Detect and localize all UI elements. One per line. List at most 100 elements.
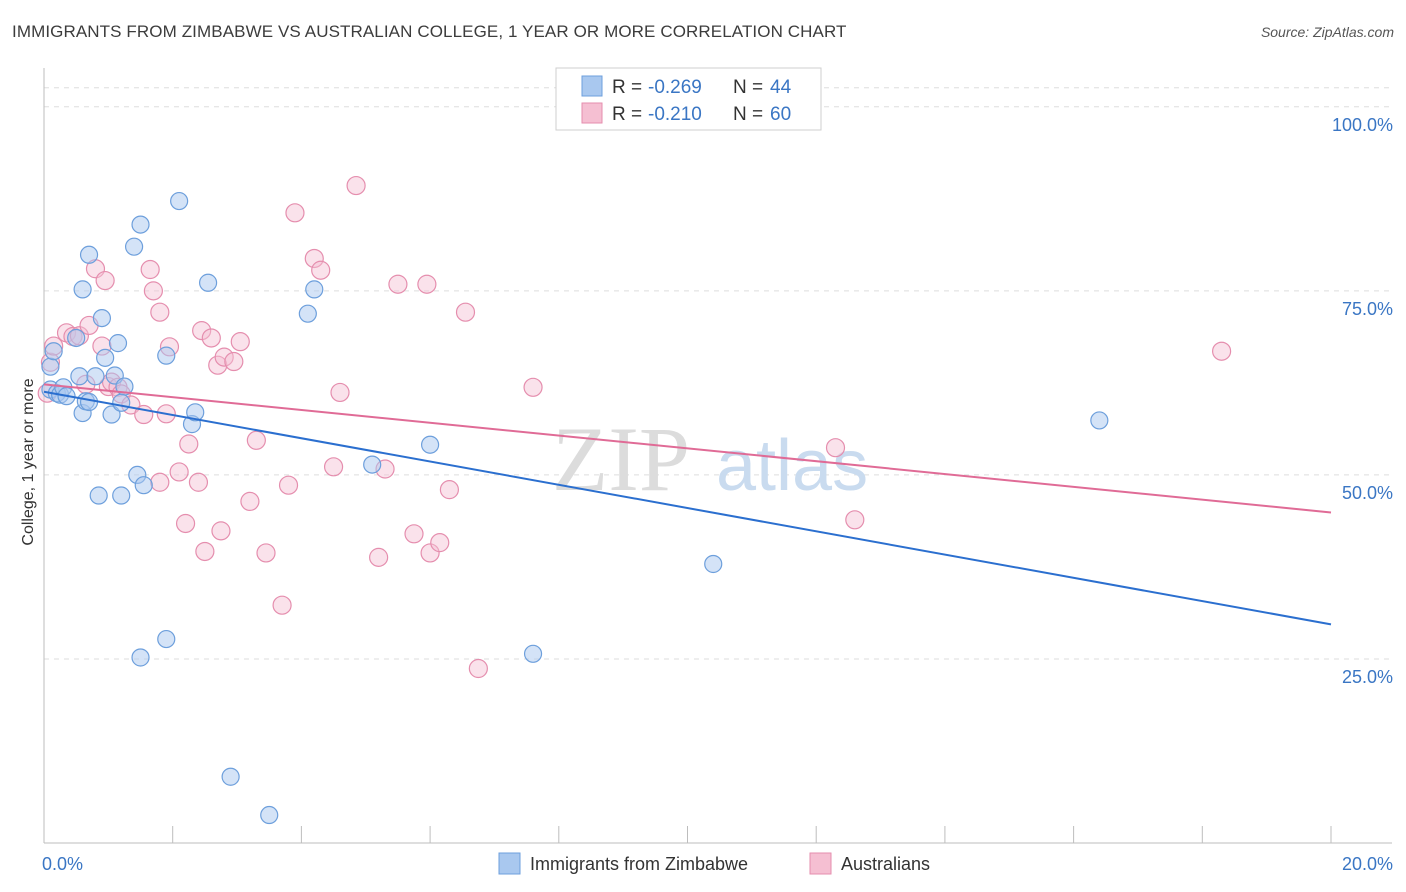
data-point-zimbabwe (157, 629, 176, 649)
stats-legend: R = -0.269 N = 44 R = -0.210 N = 60 (555, 67, 822, 131)
data-point-australians (388, 274, 408, 294)
data-point-australians (175, 513, 196, 534)
data-point-australians (825, 438, 846, 458)
data-point-australians (468, 658, 488, 679)
data-point-zimbabwe (92, 308, 112, 328)
data-point-zimbabwe (134, 476, 153, 495)
data-point-australians (188, 472, 209, 492)
legend-r-value: -0.210 (648, 104, 702, 125)
data-point-australians (330, 382, 350, 403)
legend-n-label: N = (733, 77, 763, 98)
grid (44, 87, 1392, 660)
data-point-australians (140, 259, 160, 280)
y-tick-label: 75.0% (1342, 299, 1393, 319)
data-point-zimbabwe (131, 215, 150, 234)
data-point-australians (304, 248, 324, 269)
data-point-zimbabwe (102, 405, 121, 424)
bottom-legend-swatch-australians (809, 852, 832, 875)
legend-r-value: -0.269 (648, 77, 702, 98)
data-point-australians (1212, 341, 1232, 361)
data-point-zimbabwe (112, 486, 131, 505)
data-point-australians (256, 543, 276, 563)
data-point-australians (224, 351, 244, 372)
data-point-zimbabwe (86, 367, 105, 386)
data-point-australians (211, 521, 231, 541)
data-point-australians (455, 302, 476, 322)
data-point-zimbabwe (186, 403, 205, 422)
data-point-australians (311, 260, 331, 280)
data-point-australians (95, 270, 115, 291)
data-point-zimbabwe (44, 342, 63, 361)
data-point-zimbabwe (260, 805, 279, 825)
data-point-australians (272, 595, 292, 615)
data-point-australians (369, 547, 389, 567)
legend-swatch-zimbabwe (581, 75, 603, 97)
data-point-zimbabwe (131, 648, 150, 667)
data-point-zimbabwe (112, 393, 131, 412)
data-point-zimbabwe (79, 392, 99, 412)
data-point-zimbabwe (523, 644, 543, 663)
bottom-legend-label-australians: Australians (841, 854, 930, 874)
data-point-zimbabwe (70, 367, 89, 386)
chart-title: IMMIGRANTS FROM ZIMBABWE VS AUSTRALIAN C… (12, 22, 847, 41)
data-point-zimbabwe (298, 304, 317, 323)
y-tick-label: 50.0% (1342, 483, 1393, 503)
data-point-australians (278, 475, 299, 495)
y-axis-label: College, 1 year or more (20, 378, 37, 545)
data-point-australians (523, 377, 543, 397)
watermark-atlas: atlas (716, 426, 868, 506)
data-point-australians (845, 510, 865, 530)
data-point-australians (230, 332, 250, 352)
trend-line-australians (43, 383, 1332, 514)
data-point-zimbabwe (198, 273, 218, 292)
series-legend: Immigrants from Zimbabwe Australians (498, 852, 930, 875)
data-point-australians (195, 541, 215, 562)
bottom-legend-label-zimbabwe: Immigrants from Zimbabwe (530, 854, 748, 874)
data-point-zimbabwe (305, 280, 324, 299)
data-point-australians (420, 543, 440, 563)
data-point-australians (404, 524, 424, 544)
trend-lines (43, 383, 1332, 626)
trend-line-zimbabwe (43, 390, 1332, 626)
data-point-australians (201, 328, 221, 348)
data-point-australians (323, 457, 344, 477)
y-tick-labels: 25.0% 50.0% 75.0% 100.0% (1332, 115, 1393, 687)
data-point-australians (214, 347, 234, 367)
legend-n-label: N = (733, 104, 763, 125)
data-point-australians (192, 321, 212, 341)
data-point-zimbabwe (96, 348, 115, 367)
data-point-australians (430, 533, 450, 553)
data-point-zimbabwe (124, 237, 144, 256)
data-point-zimbabwe (79, 245, 99, 264)
y-tick-label: 25.0% (1342, 667, 1393, 687)
axes (43, 68, 1392, 844)
data-point-australians (179, 434, 199, 454)
data-point-zimbabwe (89, 486, 108, 505)
data-point-australians (150, 302, 170, 322)
watermark-zip: ZIP (552, 408, 690, 510)
data-point-zimbabwe (157, 346, 176, 365)
data-point-zimbabwe (73, 280, 92, 299)
data-point-australians (439, 480, 460, 500)
legend-swatch-australians (581, 102, 603, 124)
data-point-zimbabwe (170, 191, 189, 211)
data-point-australians (346, 175, 366, 196)
legend-n-value: 60 (770, 104, 791, 125)
data-point-zimbabwe (363, 455, 382, 474)
data-point-zimbabwe (704, 554, 723, 574)
data-point-zimbabwe (221, 767, 240, 786)
data-point-australians (285, 203, 305, 223)
data-point-australians (246, 430, 266, 450)
data-point-zimbabwe (108, 334, 128, 353)
legend-r-label: R = (612, 77, 642, 98)
bottom-legend-swatch-zimbabwe (498, 852, 521, 875)
y-tick-label: 100.0% (1332, 115, 1393, 135)
data-point-zimbabwe (421, 435, 440, 454)
data-point-zimbabwe (1090, 411, 1109, 430)
source-credit: Source: ZipAtlas.com (1260, 24, 1394, 40)
series-zimbabwe (41, 191, 1109, 825)
x-tick-label: 0.0% (42, 854, 83, 874)
data-point-zimbabwe (67, 328, 86, 348)
x-tick-labels: 0.0% 20.0% (42, 854, 1393, 874)
data-point-australians (169, 462, 189, 482)
